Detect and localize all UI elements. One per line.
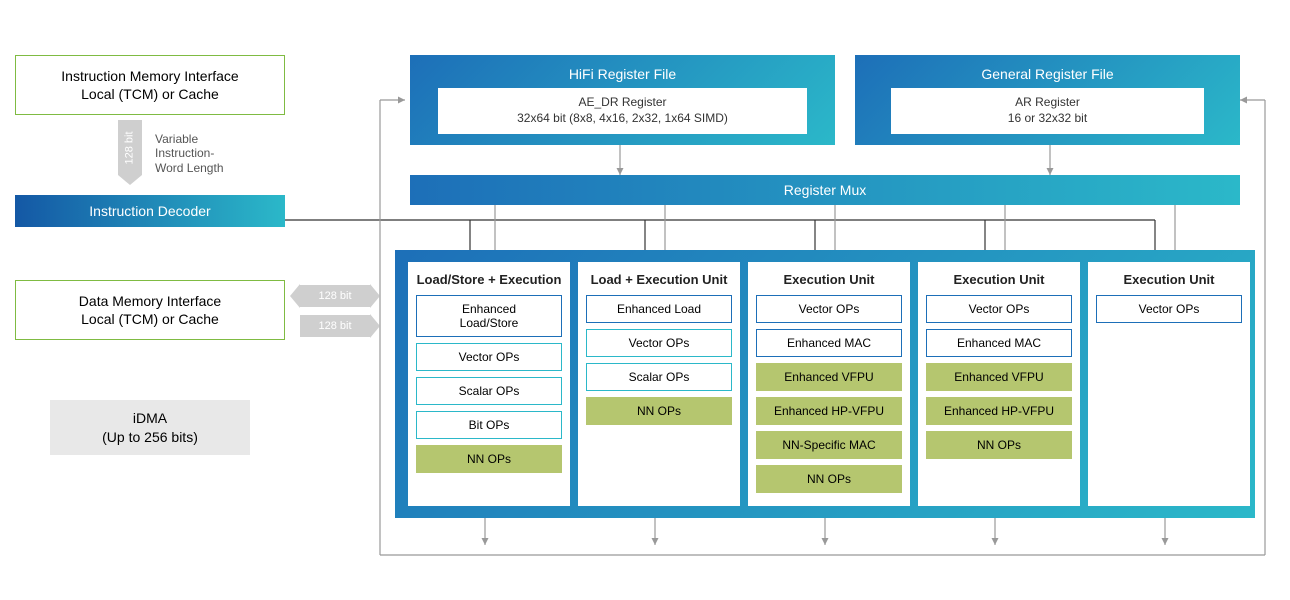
hifi-title: HiFi Register File	[569, 66, 676, 82]
unit-title: Execution Unit	[756, 272, 902, 287]
data-mem-box: Data Memory Interface Local (TCM) or Cac…	[15, 280, 285, 340]
op-box: Scalar OPs	[416, 377, 562, 405]
exec-unit-2: Execution Unit Vector OPs Enhanced MAC Enha…	[748, 262, 910, 506]
op-box: Vector OPs	[926, 295, 1072, 323]
instruction-decoder: Instruction Decoder	[15, 195, 285, 227]
decoder-label: Instruction Decoder	[89, 203, 210, 219]
gen-sub: AR Register 16 or 32x32 bit	[891, 88, 1205, 133]
op-box: Enhanced VFPU	[756, 363, 902, 391]
op-box: Bit OPs	[416, 411, 562, 439]
gen-regfile: General Register File AR Register 16 or …	[855, 55, 1240, 145]
op-box: Enhanced VFPU	[926, 363, 1072, 391]
regmux-label: Register Mux	[784, 182, 866, 198]
op-box: NN OPs	[926, 431, 1072, 459]
op-box: Vector OPs	[1096, 295, 1242, 323]
unit-title: Load + Execution Unit	[586, 272, 732, 287]
op-box: Enhanced HP-VFPU	[756, 397, 902, 425]
bit128-arrow-2: 128 bit	[300, 315, 370, 337]
exec-unit-1: Load + Execution Unit Enhanced Load Vector…	[578, 262, 740, 506]
hifi-sub: AE_DR Register 32x64 bit (8x8, 4x16, 2x3…	[438, 88, 806, 133]
gen-title: General Register File	[981, 66, 1113, 82]
unit-title: Load/Store + Execution	[416, 272, 562, 287]
op-box: NN OPs	[416, 445, 562, 473]
op-box: Enhanced MAC	[756, 329, 902, 357]
unit-title: Execution Unit	[1096, 272, 1242, 287]
op-box: NN-Specific MAC	[756, 431, 902, 459]
op-box: NN OPs	[586, 397, 732, 425]
exec-unit-4: Execution Unit Vector OPs	[1088, 262, 1250, 506]
exec-unit-3: Execution Unit Vector OPs Enhanced MAC Enha…	[918, 262, 1080, 506]
op-box: Vector OPs	[586, 329, 732, 357]
exec-unit-0: Load/Store + Execution Enhanced Load/Stor…	[408, 262, 570, 506]
idma-box: iDMA (Up to 256 bits)	[50, 400, 250, 455]
op-box: Vector OPs	[416, 343, 562, 371]
var-instr-label: Variable Instruction- Word Length	[155, 132, 224, 175]
op-box: Enhanced MAC	[926, 329, 1072, 357]
hifi-regfile: HiFi Register File AE_DR Register 32x64 …	[410, 55, 835, 145]
op-box: Enhanced HP-VFPU	[926, 397, 1072, 425]
bit128-arrow-1: 128 bit	[300, 285, 370, 307]
bit128-down-arrow: 128 bit	[118, 120, 142, 175]
register-mux: Register Mux	[410, 175, 1240, 205]
op-box: NN OPs	[756, 465, 902, 493]
op-box: Enhanced Load/Store	[416, 295, 562, 337]
instr-mem-box: Instruction Memory Interface Local (TCM)…	[15, 55, 285, 115]
unit-title: Execution Unit	[926, 272, 1072, 287]
op-box: Enhanced Load	[586, 295, 732, 323]
op-box: Vector OPs	[756, 295, 902, 323]
op-box: Scalar OPs	[586, 363, 732, 391]
